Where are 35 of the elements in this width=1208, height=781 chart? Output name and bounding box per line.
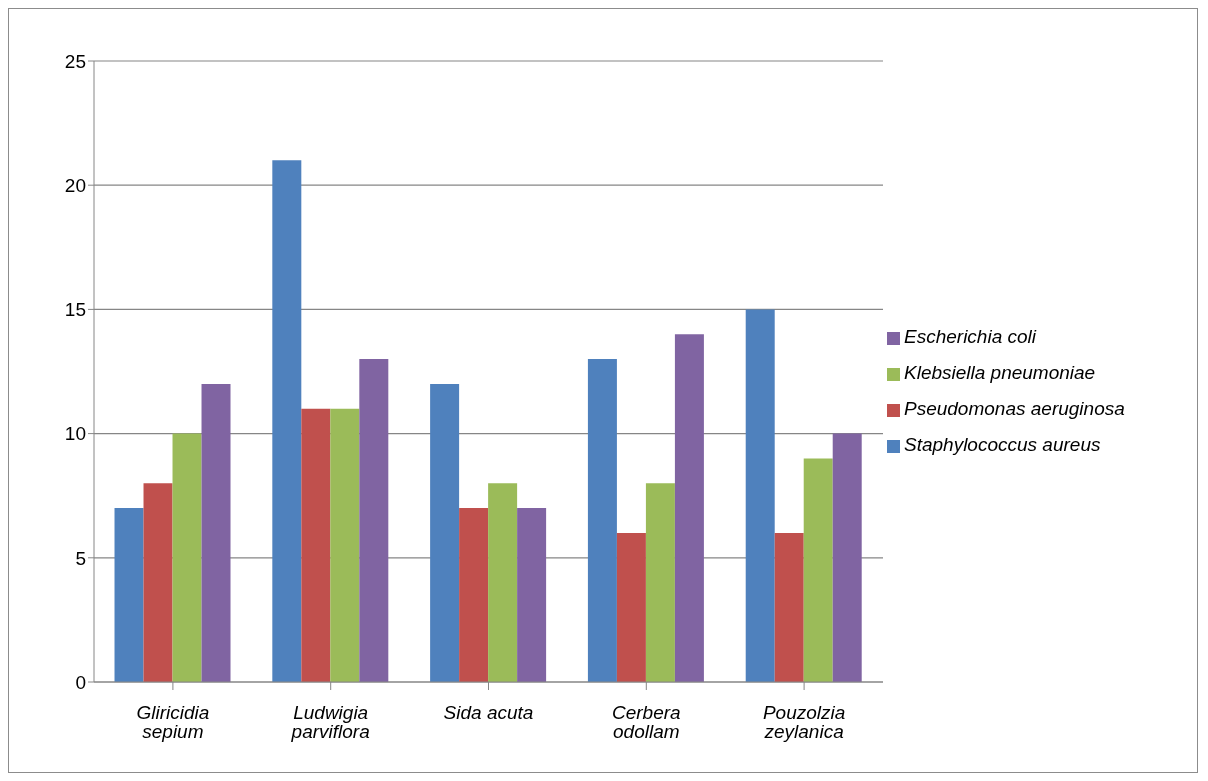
bar [143,483,173,682]
bar [459,508,489,682]
bar [517,508,547,682]
legend-label: Klebsiella pneumoniae [904,361,1096,383]
y-tick-label: 10 [64,423,86,445]
bar [803,458,833,682]
bar [172,433,202,682]
y-tick-label: 0 [75,671,86,693]
bar [488,483,518,682]
bar [674,334,704,682]
x-tick-label: Sida acuta [443,702,534,724]
y-tick-label: 15 [64,299,86,321]
x-tick-label: Ludwigia parviflora [290,702,370,743]
y-tick-label: 5 [75,547,86,569]
legend-label: Pseudomonas aeruginosa [904,397,1125,419]
legend-label: Escherichia coli [904,325,1036,347]
bar [114,508,144,682]
x-tick-label: Gliricidia sepium [136,702,210,743]
bar [616,532,646,682]
bar [645,483,675,682]
bar [587,359,617,682]
bar [330,408,360,682]
bar [430,383,460,682]
bar [745,309,775,682]
bar [774,532,804,682]
bar [832,433,862,682]
x-tick-label: Cerbera odollam [611,702,681,743]
bar [201,383,231,682]
legend-label: Staphylococcus aureus [904,433,1101,455]
bar [301,408,331,682]
x-tick-label: Pouzolzia zeylanica [762,702,846,743]
bar [272,160,302,682]
y-tick-label: 20 [64,174,86,196]
bar [359,359,389,682]
y-tick-label: 25 [64,50,86,72]
